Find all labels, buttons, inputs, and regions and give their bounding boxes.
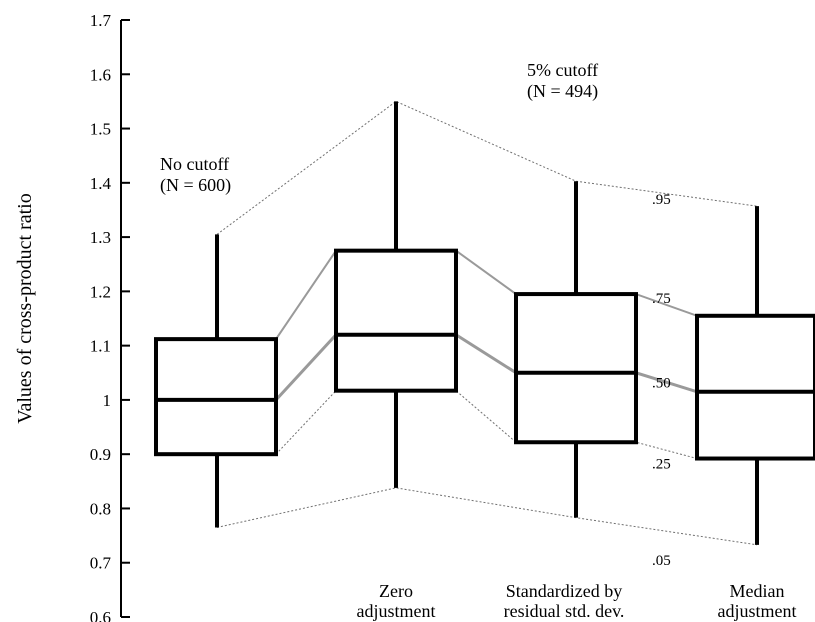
- box-iqr: [695, 313, 815, 461]
- annotation-label: 5% cutoff: [527, 60, 598, 80]
- connector-line-p50: [156, 333, 815, 402]
- y-tick-label: 1.5: [90, 120, 111, 139]
- box-2: [334, 101, 458, 488]
- y-tick-label: 1.4: [90, 174, 112, 193]
- y-tick-label: 1: [103, 391, 112, 410]
- annotation-label: (N = 600): [160, 175, 231, 196]
- chart-labels: .95 .75 .50 .25 .05 No cutoff(N = 600) 5% cuto…: [160, 60, 797, 621]
- box-iqr: [334, 248, 458, 393]
- connector-line-p95: [216, 100, 758, 235]
- category-label: residual std. dev.: [504, 601, 625, 621]
- y-tick-label: 0.8: [90, 499, 111, 518]
- y-tick-label: 0.6: [90, 608, 111, 622]
- percentile-label: .50: [652, 375, 671, 391]
- box-iqr: [514, 292, 638, 445]
- annotation-label: No cutoff: [160, 154, 229, 174]
- percentile-label: .75: [652, 291, 671, 307]
- percentile-label: .05: [652, 553, 671, 569]
- y-axis: 0.6 0.7 0.8 0.9 1 1.1 1.2 1.3 1.4 1.5 1.6 1.7 Values…: [14, 11, 130, 622]
- category-label: Standardized by: [506, 581, 622, 601]
- y-axis-label: Values of cross-product ratio: [14, 193, 36, 424]
- box-plots: [154, 101, 815, 545]
- annotation-label: (N = 494): [527, 81, 598, 102]
- category-label: Zero: [379, 581, 413, 601]
- box-3: [514, 181, 638, 518]
- y-tick-label: 0.7: [90, 554, 112, 573]
- box-iqr: [154, 337, 278, 457]
- category-label: adjustment: [357, 601, 436, 621]
- y-tick-label: 1.1: [90, 337, 111, 356]
- connector-line-p75: [156, 249, 815, 341]
- percentile-connector-lines: [156, 100, 815, 546]
- category-label: adjustment: [718, 601, 797, 621]
- y-tick-label: 0.9: [90, 445, 111, 464]
- box-4: [695, 206, 815, 545]
- percentile-label: .95: [652, 192, 671, 208]
- box-1: [154, 234, 278, 528]
- category-label: Median: [730, 581, 785, 601]
- y-tick-label: 1.3: [90, 228, 111, 247]
- y-tick-label: 1.2: [90, 282, 111, 301]
- y-tick-label: 1.7: [90, 11, 112, 30]
- y-tick-label: 1.6: [90, 65, 111, 84]
- connector-line-p05: [216, 487, 758, 546]
- percentile-label: .25: [652, 456, 671, 472]
